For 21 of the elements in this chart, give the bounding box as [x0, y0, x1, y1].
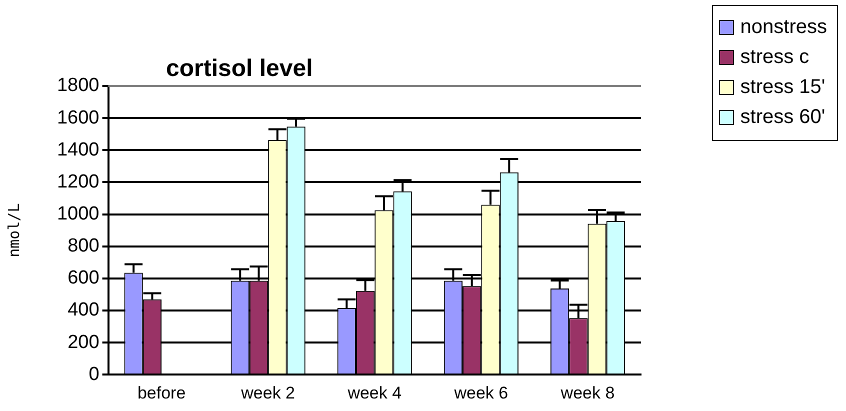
legend-label: stress 15' [740, 75, 826, 100]
x-tick-label: before [137, 383, 186, 402]
x-tick-label: week 2 [240, 383, 296, 402]
legend-label: nonstress [740, 15, 827, 40]
y-axis-title: nmol/L [4, 203, 23, 258]
y-tick-label: 1400 [56, 139, 100, 160]
y-tick-label: 600 [68, 268, 100, 289]
x-tick-label: week 6 [453, 383, 508, 402]
y-tick-label: 1800 [56, 75, 100, 96]
y-tick-label: 200 [68, 332, 100, 353]
x-tick-label: week 8 [560, 383, 615, 402]
y-tick-label: 800 [68, 236, 100, 257]
chart-title: cortisol level [166, 55, 313, 82]
y-tick-label: 1000 [56, 204, 100, 224]
y-tick-label: 400 [68, 300, 100, 321]
y-tick-label: 1600 [56, 107, 100, 128]
legend-label: stress 60' [740, 105, 826, 130]
legend-label: stress c [740, 45, 810, 70]
y-tick-label: 0 [88, 364, 100, 385]
x-tick-label: week 4 [346, 383, 402, 402]
y-tick-label: 1200 [56, 171, 100, 192]
